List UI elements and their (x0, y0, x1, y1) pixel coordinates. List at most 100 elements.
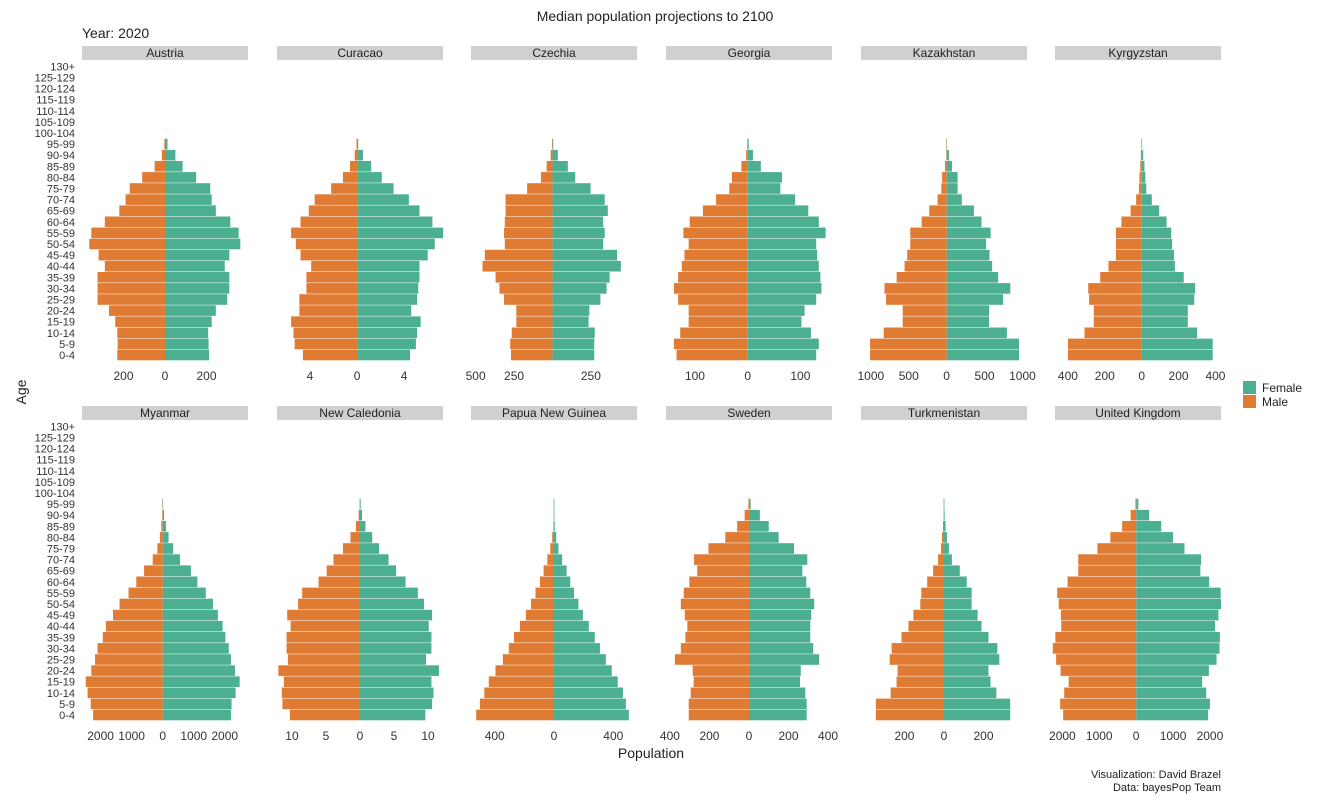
bar-female-0-4 (357, 349, 411, 361)
bar-male-70-74 (1078, 554, 1137, 565)
bar-female-55-59 (946, 227, 991, 239)
bar-male-35-39 (306, 272, 358, 283)
bar-male-50-54 (920, 598, 944, 610)
x-tick-label: 1000 (180, 729, 207, 743)
bar-male-55-59 (1057, 587, 1137, 599)
panel-myanmar: Myanmar 2000 1000 0 1000 2000 (82, 406, 248, 743)
bar-male-75-79 (708, 543, 749, 554)
bar-male-75-79 (941, 183, 947, 194)
bar-female-80-84 (357, 172, 382, 183)
bar-male-70-74 (1136, 194, 1142, 205)
bar-female-5-9 (165, 338, 209, 350)
bar-male-5-9 (1060, 698, 1137, 710)
bar-female-10-14 (1136, 687, 1207, 699)
age-tick-label: 40-44 (47, 621, 75, 633)
bar-male-5-9 (90, 698, 163, 710)
bar-male-70-74 (152, 554, 163, 565)
bar-female-35-39 (360, 632, 432, 643)
age-tick-label: 130+ (50, 61, 75, 73)
panel-new-caledonia: New Caledonia 10 5 0 5 10 (277, 406, 443, 743)
x-axis-title: Population (618, 745, 684, 761)
bar-male-40-44 (311, 260, 358, 272)
bar-male-10-14 (883, 327, 947, 339)
bar-female-35-39 (552, 272, 610, 283)
panel-strip (82, 406, 248, 420)
age-tick-label: 95-99 (47, 499, 75, 511)
bar-male-50-54 (680, 598, 749, 610)
age-tick-label: 100-104 (35, 128, 75, 140)
x-tick-label: 10 (421, 729, 435, 743)
x-tick-label: 0 (357, 729, 364, 743)
bar-male-65-69 (1130, 205, 1142, 216)
bar-male-0-4 (476, 709, 554, 721)
bar-male-80-84 (342, 172, 358, 183)
bar-female-5-9 (162, 698, 232, 710)
age-tick-label: 20-24 (47, 306, 75, 318)
bar-female-5-9 (1141, 338, 1213, 350)
panel-strip-label: Papua New Guinea (502, 406, 606, 420)
age-tick-label: 30-34 (47, 643, 75, 655)
bar-female-60-64 (946, 216, 982, 228)
bar-female-70-74 (1136, 554, 1202, 565)
age-tick-label: 30-34 (47, 283, 75, 295)
bar-female-0-4 (1136, 709, 1209, 721)
bar-female-45-49 (165, 249, 230, 261)
bar-female-15-19 (360, 676, 432, 687)
bar-male-25-29 (674, 654, 749, 665)
bar-female-85-89 (1141, 161, 1145, 172)
bar-female-30-34 (946, 283, 1011, 294)
bar-male-30-34 (286, 643, 360, 654)
bar-male-85-89 (944, 161, 947, 172)
bar-female-55-59 (162, 587, 206, 599)
age-tick-label: 110-114 (36, 106, 75, 118)
bar-female-35-39 (162, 632, 226, 643)
panel-turkmenistan: Turkmenistan 200 0 200 (861, 406, 1027, 743)
bar-female-0-4 (946, 349, 1020, 361)
age-tick-label: 125-129 (35, 73, 75, 85)
bar-female-20-24 (162, 665, 235, 676)
bar-male-25-29 (97, 294, 165, 305)
x-tick-label: 0 (744, 369, 751, 383)
age-tick-label: 0-4 (59, 350, 75, 362)
bar-male-15-19 (291, 316, 358, 327)
bar-male-85-89 (355, 521, 360, 532)
x-tick-label: 1000 (1160, 729, 1187, 743)
bar-female-30-34 (747, 283, 822, 294)
bar-male-80-84 (725, 532, 749, 543)
bar-female-45-49 (552, 249, 618, 261)
bar-male-35-39 (102, 632, 163, 643)
bar-male-45-49 (684, 609, 749, 621)
bar-male-50-54 (295, 238, 358, 250)
bar-female-30-34 (944, 643, 998, 654)
age-tick-label: 130+ (50, 421, 75, 433)
bar-male-75-79 (941, 543, 944, 554)
bar-male-55-59 (683, 227, 748, 239)
age-tick-label: 75-79 (47, 184, 75, 196)
x-tick-label: 400 (603, 729, 623, 743)
bar-female-60-64 (162, 576, 198, 588)
bar-female-10-14 (162, 687, 236, 699)
bar-male-55-59 (921, 587, 944, 599)
x-tick-label: 0 (1133, 729, 1140, 743)
bar-male-80-84 (731, 172, 748, 183)
bar-male-25-29 (299, 294, 358, 305)
age-tick-label: 0-4 (59, 710, 75, 722)
caption-data-source: Data: bayesPop Team (1113, 782, 1221, 794)
age-tick-label: 65-69 (47, 566, 75, 578)
bar-male-35-39 (513, 632, 554, 643)
age-tick-label: 65-69 (47, 206, 75, 218)
bar-male-55-59 (128, 587, 163, 599)
bar-male-45-49 (913, 609, 944, 621)
bar-female-50-54 (946, 238, 987, 250)
x-tick-label: 200 (113, 369, 133, 383)
bar-female-85-89 (554, 521, 555, 532)
legend-male-key (1243, 395, 1256, 408)
bar-male-20-24 (692, 665, 749, 676)
bar-female-20-24 (165, 305, 216, 316)
bar-female-70-74 (749, 554, 808, 565)
bar-male-5-9 (294, 338, 358, 350)
bar-male-70-74 (716, 194, 748, 205)
panel-strip-label: Czechia (532, 46, 576, 60)
bar-male-65-69 (929, 205, 947, 216)
bar-female-70-74 (1141, 194, 1152, 205)
